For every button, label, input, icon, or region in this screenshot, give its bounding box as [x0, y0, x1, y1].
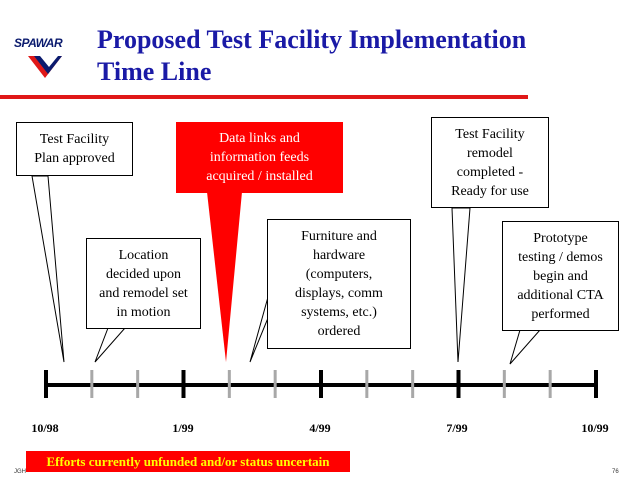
callout-line: Plan approved — [34, 151, 115, 166]
callout-furniture: Furniture and hardware (computers, displ… — [267, 219, 411, 349]
callout-plan-approved: Test Facility Plan approved — [16, 122, 133, 176]
callout-line: Test Facility — [39, 132, 110, 147]
callout-line: additional CTA — [517, 287, 604, 303]
callout-line: testing / demos — [518, 249, 603, 265]
pointer-data-links — [207, 192, 242, 362]
tick-label: 10/99 — [581, 421, 609, 435]
tick-label: 1/99 — [172, 421, 194, 435]
callout-line: Data links and — [219, 131, 300, 146]
callout-line: Prototype — [533, 230, 588, 246]
callout-line: displays, comm — [295, 286, 383, 301]
pointer-furniture — [249, 296, 269, 363]
callout-line: Test Facility — [455, 126, 525, 142]
callout-remodel-completed: Test Facility remodel completed - Ready … — [431, 117, 549, 208]
pointer-remodel — [451, 207, 471, 363]
pointer-location — [94, 327, 127, 363]
title-line-2: Time Line — [97, 57, 212, 86]
callout-data-links: Data links and information feeds acquire… — [176, 122, 343, 193]
callout-line: decided upon — [105, 266, 181, 282]
callout-line: remodel — [467, 145, 513, 161]
callout-line: Location — [118, 247, 169, 263]
callout-line: hardware — [312, 248, 366, 263]
callout-line: systems, etc.) — [301, 305, 377, 320]
callout-prototype-testing: Prototype testing / demos begin and addi… — [502, 221, 619, 331]
author-initials: JGH — [14, 469, 26, 475]
callout-line: Ready for use — [451, 183, 529, 199]
pointer-prototype — [509, 329, 542, 365]
spawar-logo: SPAWAR — [14, 36, 78, 82]
pointer-plan-approved — [31, 175, 65, 363]
callout-line: completed - — [456, 164, 524, 180]
callout-line: performed — [531, 306, 590, 322]
page-number: 76 — [612, 469, 619, 475]
slide-title: Proposed Test Facility Implementation Ti… — [97, 24, 617, 88]
tick-label: 10/98 — [31, 421, 59, 435]
callout-line: begin and — [533, 268, 588, 284]
callout-line: (computers, — [305, 267, 373, 282]
callout-line: Furniture and — [301, 229, 377, 244]
callout-location-decided: Location decided upon and remodel set in… — [86, 238, 201, 329]
callout-line: ordered — [317, 324, 361, 339]
logo-chevron-icon — [28, 56, 62, 78]
timeline-ticks — [44, 370, 598, 398]
logo-text: SPAWAR — [14, 36, 63, 50]
callout-line: in motion — [116, 304, 171, 320]
callout-line: and remodel set — [99, 285, 188, 301]
callout-line: acquired / installed — [206, 169, 313, 184]
tick-label: 4/99 — [309, 421, 331, 435]
unfunded-note: Efforts currently unfunded and/or status… — [26, 451, 350, 472]
callout-line: information feeds — [209, 150, 310, 165]
tick-label: 7/99 — [446, 421, 468, 435]
title-rule — [0, 95, 528, 99]
title-line-1: Proposed Test Facility Implementation — [97, 25, 527, 54]
